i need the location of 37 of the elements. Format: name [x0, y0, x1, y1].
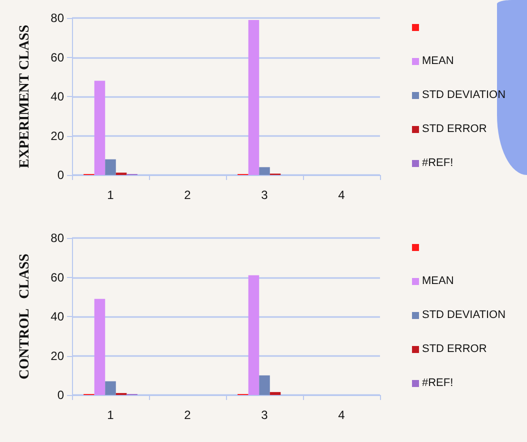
x-tick-label: 3 [261, 188, 268, 202]
legend-label: STD DEVIATION [422, 309, 506, 321]
text: MEAN [422, 275, 454, 287]
bar [94, 80, 106, 175]
y-tick-label: 40 [50, 90, 64, 104]
y-tick-label: 60 [50, 50, 64, 64]
legend-label: STD ERROR [422, 343, 487, 355]
y-axis-title: EXPERIMENT CLASS [18, 24, 32, 168]
y-tick-label: 80 [50, 231, 64, 245]
legend-label: STD DEVIATION [422, 89, 506, 101]
y-tick-label: 80 [50, 11, 64, 25]
y-tick-label: 20 [50, 348, 64, 363]
x-tick-label: 3 [261, 408, 268, 422]
legend-label: MEAN [422, 55, 454, 67]
bar [248, 20, 260, 175]
x-tick-label: 2 [184, 408, 192, 422]
bar [105, 159, 116, 175]
x-tick-label: 1 [107, 188, 114, 202]
y-axis-title: CONTROL CLASS [18, 253, 32, 380]
x-tick-label: 1 [107, 408, 114, 422]
bar [94, 298, 106, 395]
legend-label: #REF! [422, 157, 454, 169]
x-tick-label: 2 [184, 188, 192, 202]
bar [259, 375, 270, 395]
bar [259, 167, 270, 175]
y-tick-label: 0 [57, 388, 64, 402]
y-tick-label: 20 [50, 128, 64, 143]
x-tick-label: 4 [338, 408, 346, 422]
bar [248, 275, 260, 395]
bar [105, 381, 116, 395]
y-tick-label: 60 [50, 270, 64, 284]
legend-label: STD ERROR [422, 123, 487, 135]
y-tick-label: 0 [57, 168, 64, 182]
bar [270, 392, 281, 395]
legend-label: #REF! [422, 377, 454, 389]
x-tick-label: 4 [338, 188, 346, 202]
y-tick-label: 40 [50, 310, 64, 324]
